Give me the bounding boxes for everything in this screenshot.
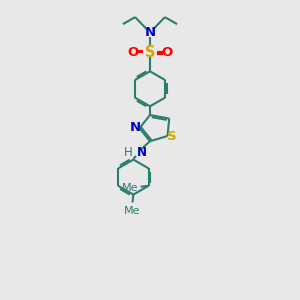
Text: S: S: [167, 130, 177, 143]
Text: S: S: [145, 45, 155, 60]
Text: Me: Me: [122, 183, 138, 193]
Text: N: N: [137, 146, 147, 159]
Text: N: N: [130, 121, 141, 134]
Text: H: H: [124, 146, 133, 159]
Text: N: N: [144, 26, 156, 39]
Text: O: O: [162, 46, 173, 59]
Text: Me: Me: [123, 206, 140, 216]
Text: O: O: [127, 46, 138, 59]
